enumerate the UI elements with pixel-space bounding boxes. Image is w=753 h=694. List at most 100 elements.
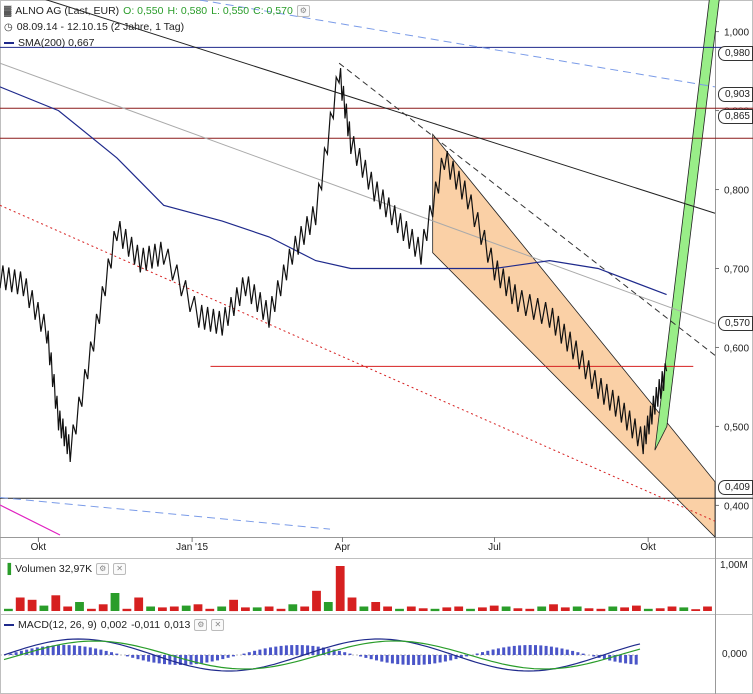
- macd-histogram-bar: [300, 645, 304, 655]
- volume-bar: [679, 607, 689, 611]
- volume-bar: [513, 608, 523, 611]
- macd-histogram-bar: [539, 645, 543, 655]
- macd-histogram-bar: [200, 655, 204, 664]
- macd-histogram-bar: [35, 647, 39, 655]
- macd-histogram-bar: [396, 655, 400, 665]
- price-box-0409: 0,409: [717, 480, 753, 495]
- macd-histogram-bar: [78, 645, 82, 655]
- macd-histogram-bar: [592, 655, 596, 657]
- y-tick-label: 0,700: [724, 265, 749, 276]
- macd-histogram-bar: [94, 648, 98, 655]
- volume-bar: [229, 599, 238, 612]
- volume-bar: [15, 597, 25, 611]
- macd-histogram-bar: [475, 653, 479, 655]
- macd-histogram-bar: [618, 655, 622, 663]
- macd-value: 0,002: [100, 619, 128, 631]
- macd-histogram-bar: [147, 655, 151, 662]
- volume-bar: [691, 609, 701, 611]
- settings-icon[interactable]: ⚙: [194, 619, 208, 631]
- volume-bar: [158, 607, 167, 611]
- price-series: [0, 68, 668, 463]
- macd-histogram-bar: [104, 650, 108, 655]
- volume-bar: [442, 607, 452, 611]
- volume-bar: [608, 606, 618, 611]
- macd-histogram-bar: [507, 646, 511, 655]
- trendline-blue-lower: [0, 497, 331, 530]
- macd-histogram-bar: [163, 655, 166, 665]
- volume-bar: [572, 606, 582, 611]
- close-value: C: 0,570: [253, 5, 293, 17]
- macd-histogram-bar: [57, 645, 60, 655]
- macd-histogram-bar: [571, 650, 575, 655]
- macd-histogram-bar: [512, 645, 516, 655]
- bar-chart-icon: ▓: [4, 5, 12, 17]
- date-range: 08.09.14 - 12.10.15 (2 Jahre, 1 Tag): [16, 21, 185, 33]
- trendline-black: [45, 0, 716, 214]
- macd-histogram-bar: [46, 645, 50, 655]
- volume-bar: [703, 606, 712, 611]
- volume-bar: [537, 606, 547, 611]
- macd-histogram-bar: [194, 655, 198, 665]
- volume-bar: [371, 602, 381, 611]
- y-tick-label: 0,400: [724, 501, 749, 512]
- macd-histogram-bar: [178, 655, 182, 665]
- macd-histogram-bar: [269, 647, 272, 655]
- high-value: H: 0,580: [167, 5, 208, 17]
- volume-bar: [98, 604, 108, 612]
- macd-histogram-bar: [390, 655, 394, 664]
- volume-bar: [395, 608, 404, 612]
- macd-histogram-bar: [602, 655, 606, 660]
- macd-histogram-bar: [433, 655, 437, 664]
- macd-histogram-bar: [284, 645, 288, 655]
- y-tick-label: 0,600: [724, 343, 749, 354]
- price-box-0903: 0,903: [717, 87, 753, 102]
- macd-histogram-bar: [306, 645, 310, 655]
- macd-histogram-bar: [613, 655, 617, 662]
- instrument-legend: ▓ ALNO AG (Last, EUR) O: 0,550 H: 0,580 …: [4, 5, 310, 17]
- macd-histogram-bar: [412, 655, 416, 665]
- macd-hist-value: 0,013: [164, 619, 191, 631]
- macd-histogram-bar: [14, 652, 18, 655]
- macd-histogram-bar: [72, 645, 76, 655]
- macd-histogram-bar: [491, 649, 495, 655]
- settings-icon[interactable]: ⚙: [96, 563, 110, 575]
- macd-histogram-bar: [231, 655, 235, 657]
- macd-histogram-bar: [406, 655, 410, 665]
- macd-histogram-bar: [258, 649, 262, 655]
- macd-histogram-bar: [380, 655, 384, 662]
- macd-line-icon: [4, 624, 14, 626]
- volume-bar: [525, 608, 535, 612]
- volume-bar: [584, 608, 594, 611]
- x-tick-label: Jan '15: [176, 542, 208, 553]
- volume-bar: [466, 608, 475, 612]
- volume-bar: [655, 608, 665, 611]
- volume-bar: [596, 608, 606, 612]
- macd-histogram-bar: [581, 653, 585, 655]
- close-icon[interactable]: ✕: [211, 619, 225, 631]
- volume-bar: [122, 608, 132, 612]
- settings-icon[interactable]: ⚙: [296, 5, 310, 17]
- x-tick-label: Jul: [488, 542, 501, 553]
- volume-bar: [39, 605, 49, 611]
- rising-channel: [654, 0, 720, 451]
- volume-bar: [252, 607, 262, 611]
- instrument-name: ALNO AG (Last, EUR): [15, 5, 120, 17]
- close-icon[interactable]: ✕: [113, 563, 127, 575]
- macd-histogram-bar: [496, 648, 500, 655]
- macd-histogram-bar: [534, 645, 537, 655]
- macd-histogram-bar: [454, 655, 458, 660]
- clock-icon: ◷: [4, 21, 13, 33]
- macd-histogram-bar: [9, 653, 13, 655]
- macd-histogram-bar: [385, 655, 389, 663]
- macd-histogram-bar: [131, 655, 135, 658]
- volume-bar: [51, 595, 61, 611]
- volume-bar: [478, 607, 487, 611]
- volume-bar: [632, 605, 641, 611]
- macd-histogram-bar: [189, 655, 193, 665]
- macd-histogram-bar: [19, 650, 23, 655]
- y-tick-label: 0,800: [724, 186, 749, 197]
- volume-bar: [63, 606, 73, 611]
- macd-histogram-bar: [359, 655, 363, 657]
- macd-histogram-bar: [290, 645, 294, 655]
